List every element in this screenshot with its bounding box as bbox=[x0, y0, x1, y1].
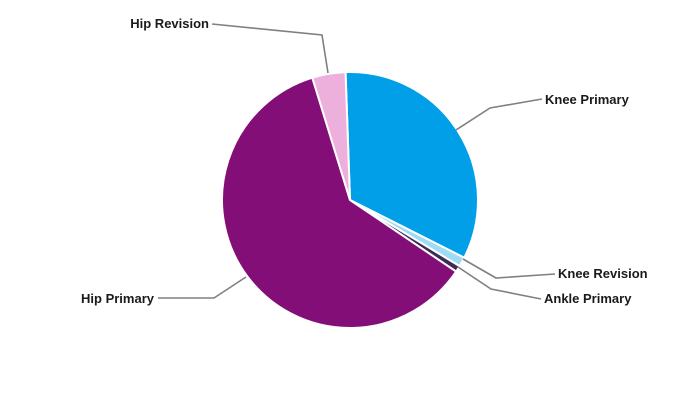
slice-label-knee-primary: Knee Primary bbox=[545, 92, 630, 107]
slice-label-hip-revision: Hip Revision bbox=[130, 16, 209, 31]
leader-line-hip-revision bbox=[211, 23, 329, 74]
slice-label-hip-primary: Hip Primary bbox=[81, 291, 155, 306]
labels-layer: Knee Primary Knee Revision Ankle Primary Hi… bbox=[81, 16, 648, 306]
slices-layer bbox=[221, 71, 479, 329]
pie-slice-hip-primary bbox=[221, 76, 458, 329]
slice-label-knee-revision: Knee Revision bbox=[558, 266, 648, 281]
leader-line-ankle-primary bbox=[457, 266, 542, 300]
pie-slice-knee-primary bbox=[344, 71, 479, 260]
leader-line-knee-primary bbox=[455, 98, 543, 131]
leader-line-hip-primary bbox=[158, 276, 247, 299]
pie-slice-hip-revision bbox=[311, 71, 351, 201]
leader-lines-layer bbox=[158, 23, 556, 300]
slice-label-ankle-primary: Ankle Primary bbox=[544, 291, 632, 306]
leader-line-knee-revision bbox=[462, 258, 556, 279]
